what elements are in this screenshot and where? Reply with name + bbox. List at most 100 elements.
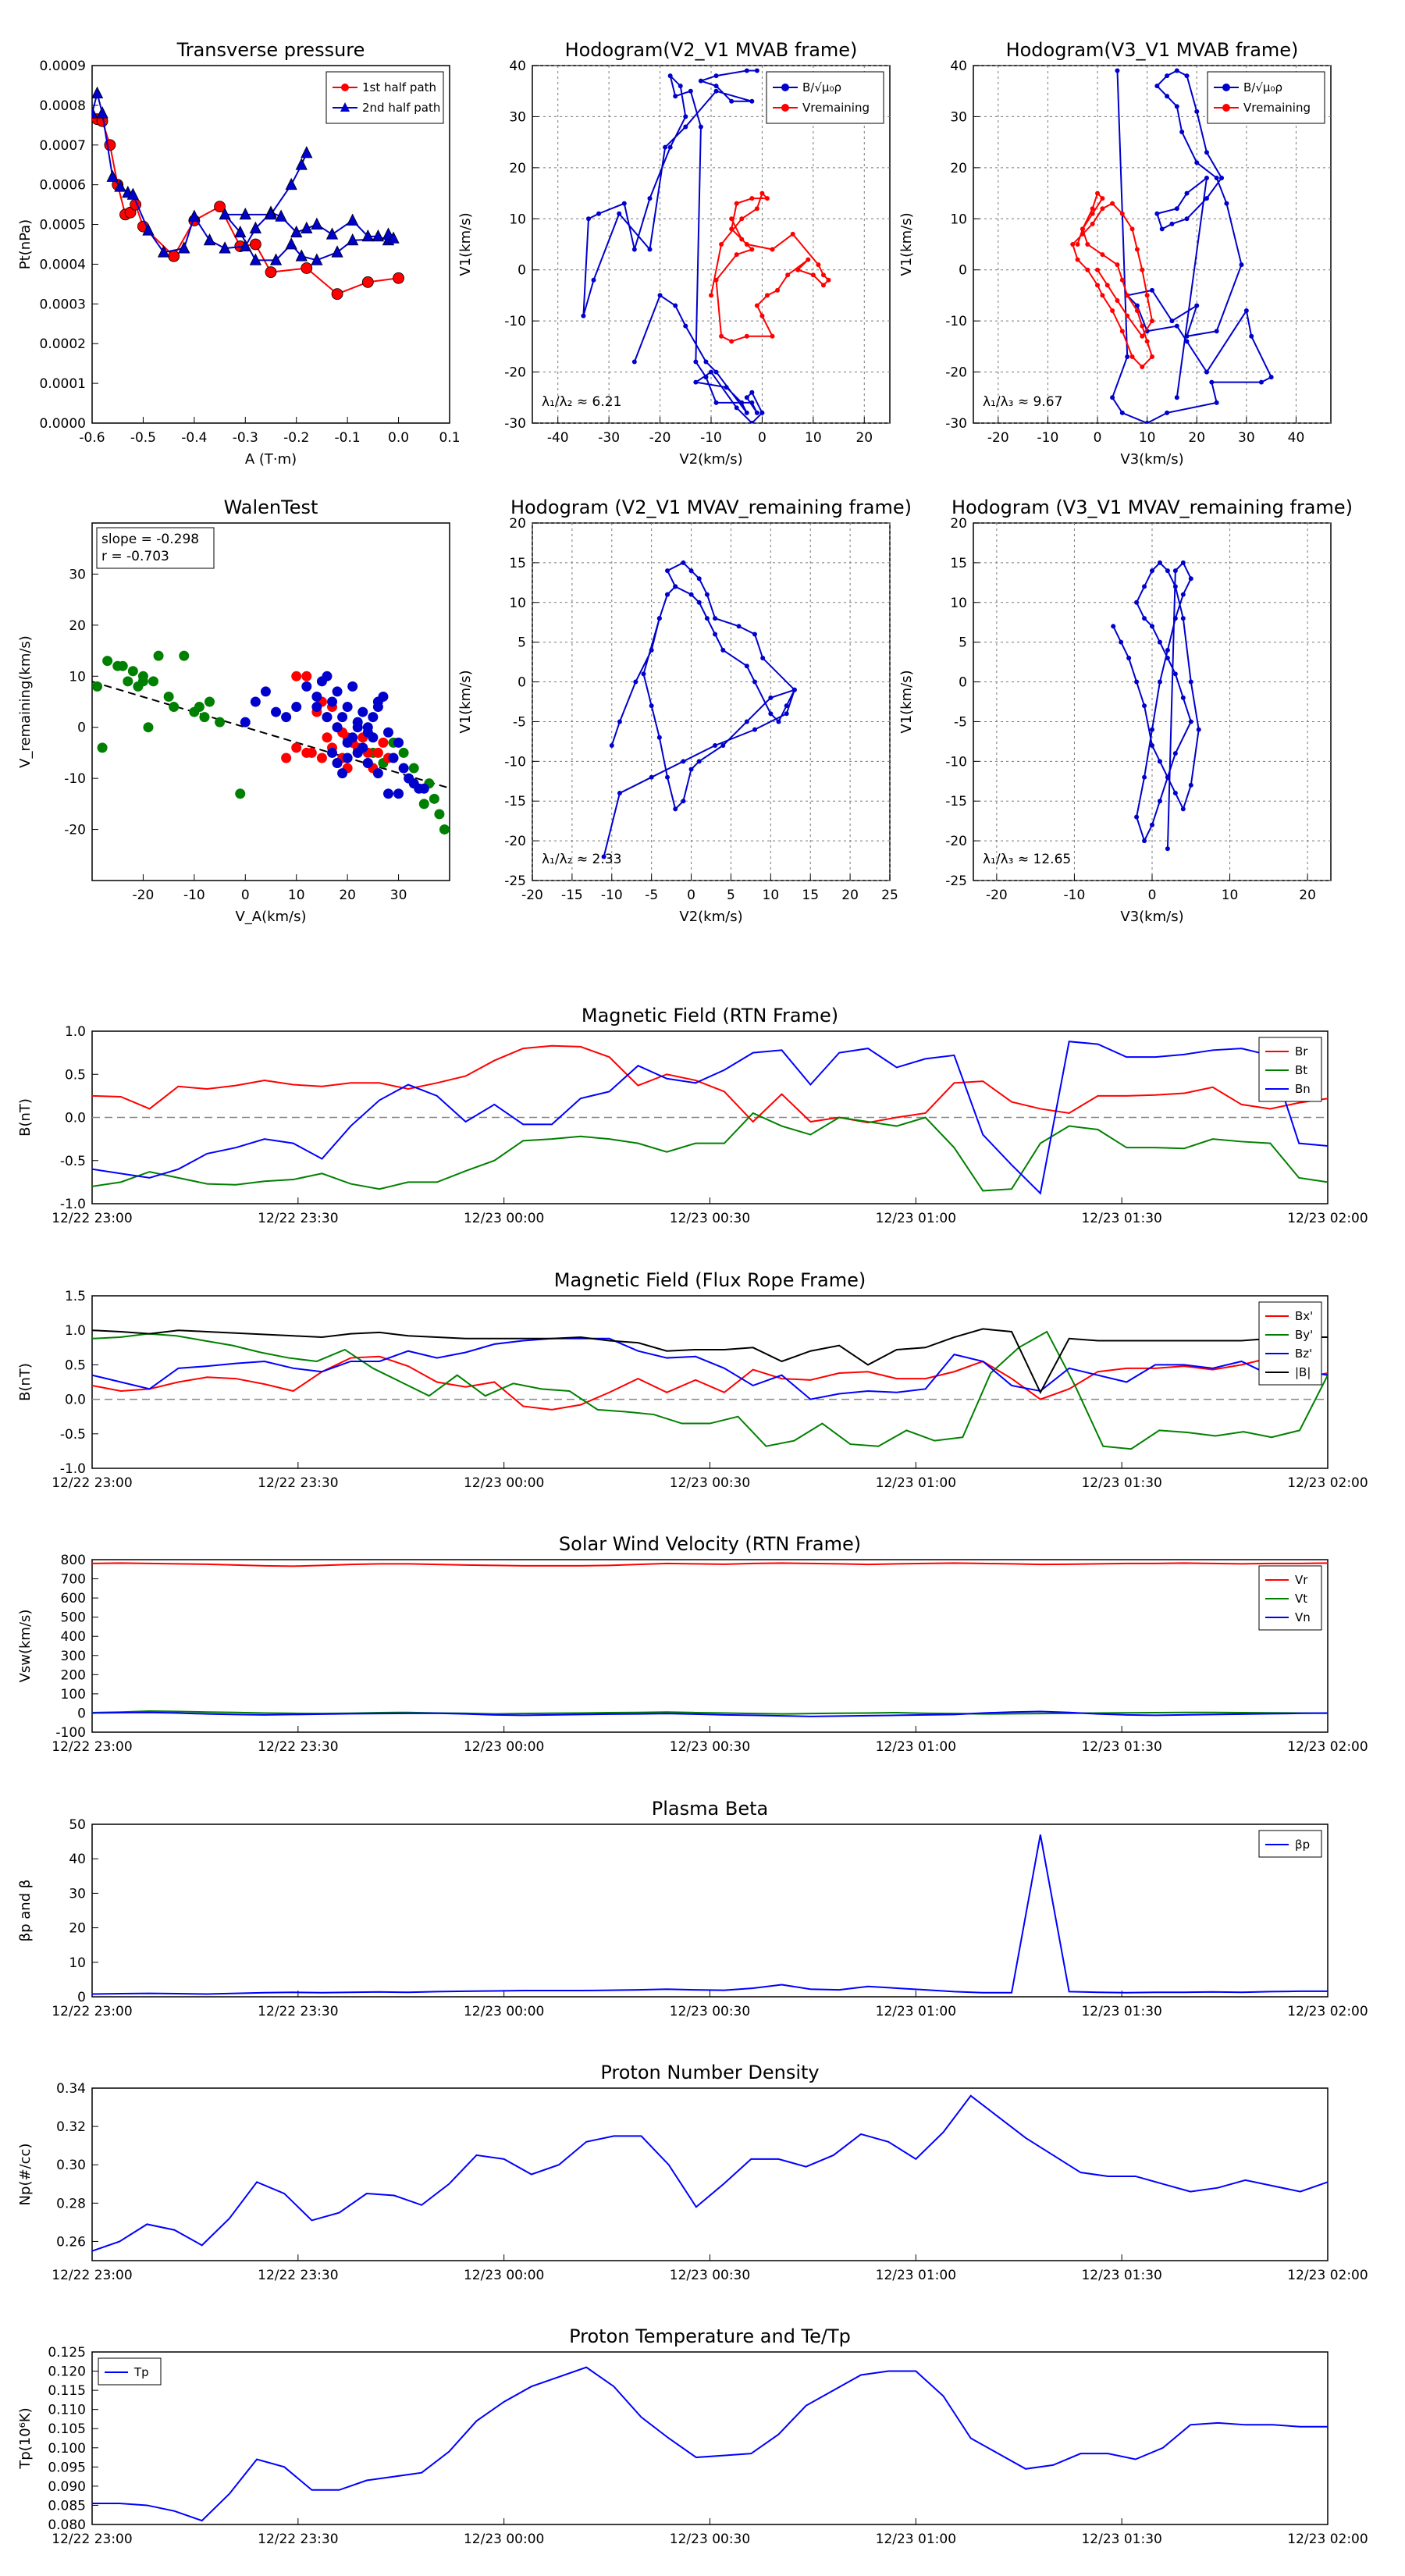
- tp2-xtick-label: 12/23 02:00: [1287, 2532, 1368, 2547]
- beta-xtick-label: 12/22 23:30: [258, 2004, 338, 2019]
- walen-series-0-point: [398, 747, 409, 758]
- h1-series-0-point: [631, 359, 637, 365]
- h1-series-1-point: [816, 262, 821, 268]
- h3-series-0-point: [696, 600, 702, 605]
- mf_rtn-xtick-label: 12/22 23:00: [52, 1211, 132, 1226]
- tp-series-0-point: [361, 276, 374, 288]
- np-ytick-label: 0.28: [56, 2196, 86, 2211]
- h4-series-0-point: [1165, 656, 1170, 661]
- h2-series-0-point: [1125, 354, 1130, 359]
- mf_rtn-xtick-label: 12/23 01:30: [1081, 1211, 1161, 1226]
- beta-xtick-label: 12/23 02:00: [1287, 2004, 1368, 2019]
- h3-series-0-point: [768, 711, 774, 717]
- h4-series-0-point: [1165, 568, 1170, 574]
- h4-series-0-point: [1157, 560, 1162, 565]
- h2-ytick-label: 0: [959, 263, 967, 279]
- vsw-xtick-label: 12/23 00:00: [464, 1739, 544, 1755]
- h3-series-0-point: [601, 854, 606, 859]
- vsw-plot: [92, 1562, 1328, 1717]
- h3-xtick-label: 15: [802, 888, 819, 903]
- walen-series-0-point: [123, 676, 133, 687]
- h1-series-1-point: [713, 277, 719, 283]
- mf_rtn-ylabel: B(nT): [17, 1098, 34, 1137]
- h2-series-0-point: [1184, 333, 1190, 339]
- h1-ytick-label: 0: [518, 263, 526, 279]
- h4-xtick-label: 0: [1148, 888, 1157, 903]
- h2-series-1-point: [1140, 333, 1145, 339]
- h2-series-0-point: [1214, 329, 1219, 334]
- tp-series-1-point: [239, 239, 251, 251]
- tp-ytick-label: 0.0009: [40, 59, 86, 74]
- h4-series-0-point: [1134, 600, 1140, 605]
- tp-series-1-point: [347, 233, 359, 246]
- beta-ytick-label: 40: [69, 1852, 86, 1867]
- h2-series-1-point: [1085, 242, 1090, 247]
- h1-series-1-point: [806, 257, 811, 262]
- h1-series-1-point: [729, 216, 735, 222]
- tp-xtick-label: -0.4: [181, 430, 207, 446]
- tp-title: Transverse pressure: [176, 39, 365, 61]
- h1-series-0-point: [693, 379, 699, 385]
- h2-series-1-point: [1125, 293, 1130, 298]
- walen-series-2-point: [398, 763, 409, 774]
- walen-ylabel: V_remaining(km/s): [17, 635, 34, 768]
- walen-series-1-point: [372, 747, 383, 758]
- h4-series-0-point: [1180, 695, 1186, 700]
- tp-series-1-point: [239, 207, 251, 220]
- h1-series-0-point: [729, 98, 735, 104]
- h4-series-0-point: [1172, 584, 1178, 589]
- h2-series-1-point: [1119, 211, 1125, 216]
- vsw-frame: [91, 1559, 1329, 1733]
- tp2-title: Proton Temperature and Te/Tp: [569, 2325, 851, 2347]
- walen-series-2-point: [352, 747, 363, 758]
- tp-series-1-point: [92, 106, 98, 119]
- walen-series-2-point: [281, 712, 292, 723]
- h2-series-0-point: [1144, 421, 1150, 423]
- walen-series-1-point: [301, 671, 312, 681]
- vsw-legend-label: Vt: [1295, 1592, 1307, 1606]
- h2-series-1-point: [1070, 242, 1076, 247]
- h3-series-0-point: [688, 592, 694, 597]
- h4-series-0-point: [1196, 727, 1201, 732]
- h1-series-0-point: [713, 88, 719, 94]
- walen-series-0-point: [179, 650, 190, 661]
- h1-series-1-point: [795, 267, 801, 272]
- h1-ytick-label: -10: [504, 314, 526, 329]
- h2-series-0-point: [1165, 410, 1170, 415]
- walen-xlabel: V_A(km/s): [235, 909, 306, 925]
- tp-series-1-point: [114, 180, 126, 192]
- mf_rtn-xtick-label: 12/22 23:30: [258, 1211, 338, 1226]
- walen-series-2-point: [372, 768, 383, 779]
- h3-series-0-point: [688, 767, 694, 772]
- h2-series-0-point: [1174, 104, 1179, 109]
- walen-series-2-point: [327, 747, 338, 758]
- walen-series-2-point: [332, 758, 343, 769]
- h1-series-0-point: [734, 405, 739, 411]
- h2-series-1-point: [1100, 196, 1105, 201]
- vsw-ytick-label: -100: [55, 1725, 86, 1741]
- mf_fr-legend-label: Bz': [1295, 1347, 1312, 1361]
- h1-ytick-label: 20: [509, 161, 526, 176]
- h4-series-0-point: [1142, 616, 1147, 621]
- h1-series-0-point: [591, 277, 596, 283]
- h2-ytick-label: 20: [950, 161, 967, 176]
- h2-xtick-label: 0: [1094, 430, 1102, 446]
- h2-series-1-point: [1150, 354, 1154, 359]
- np-xtick-label: 12/23 00:30: [670, 2268, 750, 2283]
- h3-ytick-label: 10: [509, 596, 526, 611]
- tp-series-1-point: [203, 233, 216, 246]
- h3-ytick-label: -5: [513, 714, 526, 730]
- tp-series-1-point: [285, 177, 297, 190]
- h2-series-1-point: [1090, 221, 1095, 226]
- h4-series-0-point: [1157, 639, 1162, 645]
- h4-xlabel: V3(km/s): [1120, 909, 1183, 925]
- h1-series-1-point: [729, 339, 735, 344]
- h4-ytick-label: -5: [954, 714, 967, 730]
- h1-series-0-point: [663, 144, 668, 150]
- h4-series-0-point: [1188, 719, 1193, 724]
- h4-series-0-point: [1172, 616, 1178, 621]
- tp-series-1-point: [295, 249, 308, 262]
- h3-series-0-point: [665, 774, 670, 780]
- walen-frame: [91, 522, 450, 881]
- h2-series-1-point: [1090, 211, 1095, 216]
